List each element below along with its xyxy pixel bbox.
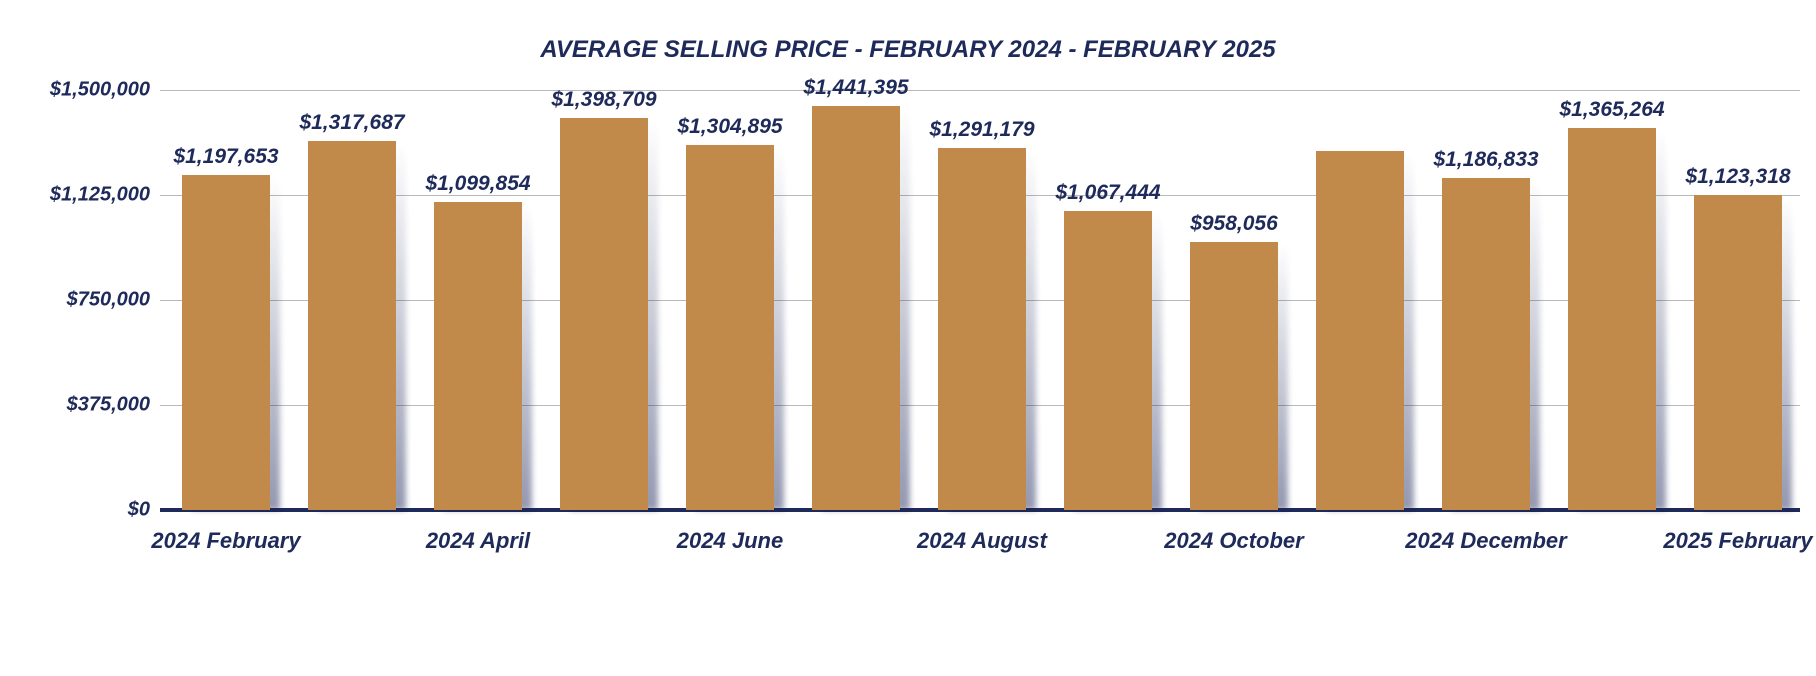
y-axis-tick: $375,000 — [10, 394, 150, 417]
bar-fill — [182, 175, 270, 510]
bar-value-label: $1,186,833 — [1433, 148, 1538, 172]
y-axis-tick: $1,500,000 — [10, 79, 150, 102]
bar-value-label: $1,067,444 — [1055, 181, 1160, 205]
bar: $1,441,395 — [812, 106, 900, 510]
bar-value-label: $1,441,395 — [803, 76, 908, 100]
bar: $958,056 — [1190, 242, 1278, 510]
bar: $1,197,653 — [182, 175, 270, 510]
bar-fill — [560, 118, 648, 510]
bar-fill — [1568, 128, 1656, 510]
bar-fill — [1316, 151, 1404, 510]
bar-value-label: $1,099,854 — [425, 172, 530, 196]
bar: $1,317,687 — [308, 141, 396, 510]
bar-fill — [1442, 178, 1530, 510]
bar: $1,099,854 — [434, 202, 522, 510]
bar-value-label: $1,304,895 — [677, 115, 782, 139]
bar-fill — [434, 202, 522, 510]
x-axis-tick: 2024 October — [1164, 528, 1303, 554]
bar-value-label: $1,317,687 — [299, 111, 404, 135]
y-axis-tick: $0 — [10, 499, 150, 522]
x-axis-tick: 2024 August — [917, 528, 1047, 554]
bar: $1,067,444 — [1064, 211, 1152, 510]
bar-value-label: $1,291,179 — [929, 118, 1034, 142]
bar: $1,123,318 — [1694, 195, 1782, 510]
y-axis-tick: $750,000 — [10, 289, 150, 312]
bar: $1,304,895 — [686, 145, 774, 510]
bar-value-label: $1,365,264 — [1559, 98, 1664, 122]
x-axis-tick: 2024 February — [151, 528, 300, 554]
x-axis-tick: 2024 December — [1405, 528, 1566, 554]
chart-title: AVERAGE SELLING PRICE - FEBRUARY 2024 - … — [0, 36, 1816, 64]
bar-value-label: $1,123,318 — [1685, 165, 1790, 189]
bar-fill — [1190, 242, 1278, 510]
y-axis-tick: $1,125,000 — [10, 184, 150, 207]
bar-fill — [686, 145, 774, 510]
bar-fill — [1064, 211, 1152, 510]
bar-value-label: $1,197,653 — [173, 145, 278, 169]
bar: $1,186,833 — [1442, 178, 1530, 510]
bar-fill — [308, 141, 396, 510]
bar-value-label: $1,398,709 — [551, 88, 656, 112]
bar — [1316, 151, 1404, 510]
x-axis-tick: 2024 April — [426, 528, 530, 554]
x-axis-tick: 2025 February — [1663, 528, 1812, 554]
bar: $1,398,709 — [560, 118, 648, 510]
bar-fill — [1694, 195, 1782, 510]
bar-fill — [938, 148, 1026, 510]
bar: $1,291,179 — [938, 148, 1026, 510]
bar: $1,365,264 — [1568, 128, 1656, 510]
gridline — [160, 90, 1800, 91]
bar-fill — [812, 106, 900, 510]
x-axis-tick: 2024 June — [677, 528, 783, 554]
bar-value-label: $958,056 — [1190, 212, 1278, 236]
plot-area: $1,197,653 $1,317,687 $1,099,854 $1,398,709… — [160, 90, 1800, 510]
